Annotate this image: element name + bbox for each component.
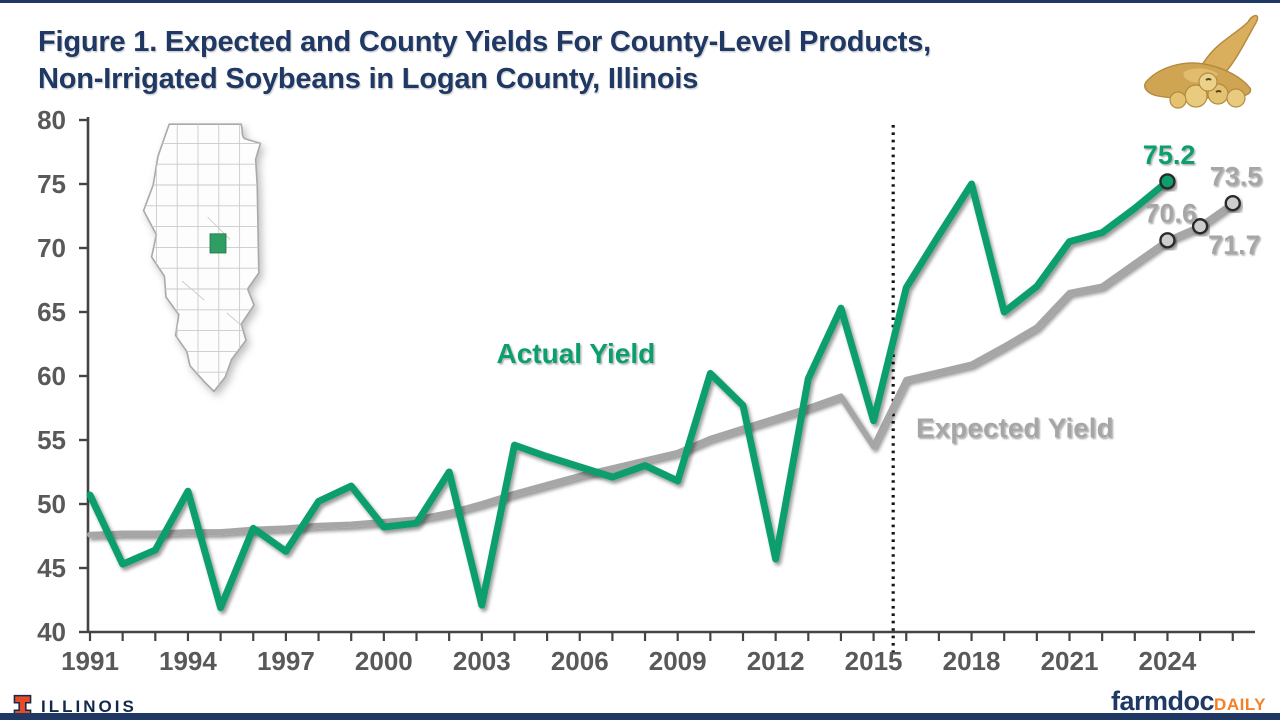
svg-text:1991: 1991 (61, 646, 119, 676)
svg-text:73.5: 73.5 (1210, 161, 1263, 191)
top-accent-bar (0, 0, 1280, 3)
svg-text:2009: 2009 (649, 646, 707, 676)
svg-text:50: 50 (37, 489, 66, 519)
svg-text:71.7: 71.7 (1208, 230, 1261, 260)
svg-text:70.6: 70.6 (1144, 198, 1197, 228)
figure-title-line1: Figure 1. Expected and County Yields For… (38, 26, 931, 58)
svg-text:65: 65 (37, 297, 66, 327)
svg-text:2000: 2000 (355, 646, 413, 676)
svg-text:75.2: 75.2 (1143, 140, 1196, 170)
svg-text:80: 80 (37, 105, 66, 135)
figure-title-line2: Non-Irrigated Soybeans in Logan County, … (38, 63, 699, 95)
soybean-pods-icon (1144, 14, 1259, 109)
illinois-wordmark: ILLINOIS (41, 696, 137, 716)
figure-title: Figure 1. Expected and County Yields For… (38, 24, 1148, 98)
svg-text:2003: 2003 (453, 646, 511, 676)
svg-text:Expected Yield: Expected Yield (916, 412, 1114, 443)
svg-text:1997: 1997 (257, 646, 315, 676)
svg-text:40: 40 (37, 617, 66, 647)
daily-wordmark: DAILY (1214, 695, 1266, 714)
svg-text:70: 70 (37, 233, 66, 263)
farmdoc-daily-logo: farmdoc DAILY (1111, 686, 1266, 717)
svg-text:45: 45 (37, 553, 66, 583)
svg-text:2006: 2006 (551, 646, 609, 676)
svg-text:2018: 2018 (943, 646, 1001, 676)
svg-text:2024: 2024 (1139, 646, 1197, 676)
svg-text:2021: 2021 (1041, 646, 1099, 676)
logan-county-highlight (209, 233, 227, 254)
svg-text:Actual Yield: Actual Yield (496, 338, 655, 369)
svg-text:2012: 2012 (747, 646, 805, 676)
farmdoc-wordmark: farmdoc (1111, 686, 1215, 716)
svg-text:1994: 1994 (159, 646, 217, 676)
illinois-county-map-icon (142, 123, 262, 393)
svg-text:55: 55 (37, 425, 66, 455)
svg-text:60: 60 (37, 361, 66, 391)
svg-text:75: 75 (37, 169, 66, 199)
bottom-accent-bar (0, 713, 1280, 720)
